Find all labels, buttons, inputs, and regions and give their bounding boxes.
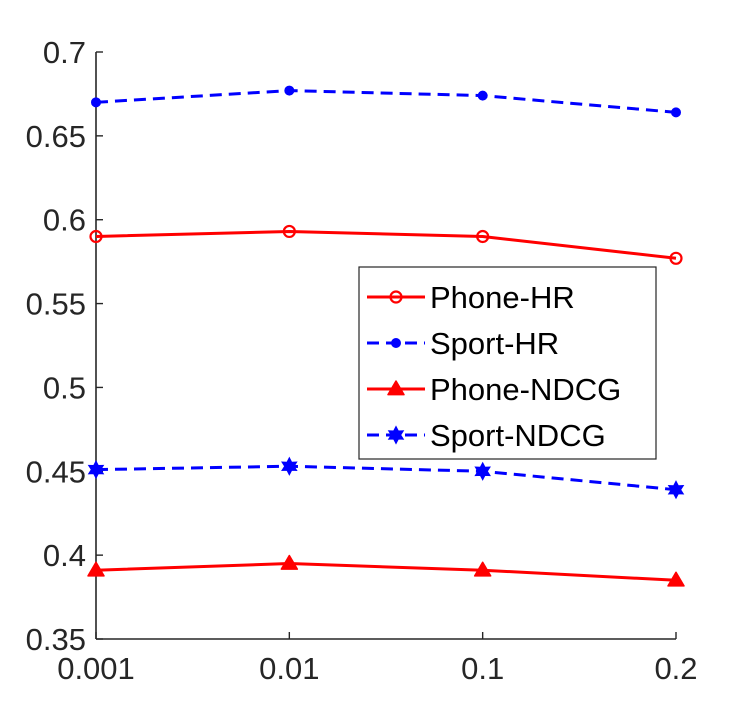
legend-marker-sport-ndcg (387, 425, 405, 445)
legend-label-phone-hr: Phone-HR (430, 280, 575, 315)
legend-entry-phone-hr: Phone-HR (367, 280, 575, 315)
legend-label-sport-hr: Sport-HR (430, 326, 559, 361)
x-tick-label: 0.1 (461, 651, 504, 686)
x-tick-label: 0.2 (654, 651, 697, 686)
series-line-sport-ndcg (95, 464, 677, 492)
series-sport-hr (91, 85, 681, 118)
data-point-sport-ndcg (667, 480, 685, 500)
data-point-phone-ndcg (667, 571, 685, 587)
y-tick-label: 0.55 (26, 287, 86, 322)
y-tick-label: 0.45 (26, 454, 86, 489)
legend-box (358, 266, 657, 460)
y-tick-label: 0.6 (43, 203, 86, 238)
data-point-sport-hr (91, 97, 101, 108)
x-tick-label: 0.01 (259, 651, 319, 686)
series-phone-hr (89, 224, 683, 265)
data-point-phone-hr (669, 251, 683, 265)
data-point-sport-ndcg (281, 456, 298, 476)
data-point-phone-hr (282, 224, 296, 239)
data-point-phone-hr (89, 229, 103, 244)
y-tick-label: 0.65 (26, 119, 86, 154)
legend-marker-phone-ndcg (387, 380, 405, 396)
legend-marker-phone-hr (389, 290, 403, 304)
data-point-phone-hr (476, 229, 490, 244)
legend-entry-sport-ndcg: Sport-NDCG (367, 418, 606, 453)
axes: 0.35 0.4 0.45 0.5 0.55 0.6 0.65 0.7 0.001 0.01 0.1… (26, 35, 698, 686)
series-layer (87, 85, 685, 587)
data-point-sport-hr (284, 85, 295, 96)
x-tick-label: 0.001 (57, 651, 135, 686)
data-point-phone-ndcg (473, 561, 492, 577)
y-tick-label: 0.7 (43, 35, 86, 70)
series-phone-ndcg (87, 554, 685, 587)
y-tick-label: 0.5 (43, 370, 86, 405)
legend-label-phone-ndcg: Phone-NDCG (430, 372, 621, 407)
data-point-sport-hr (671, 107, 681, 118)
legend-entry-sport-hr: Sport-HR (367, 326, 559, 361)
legend-entry-phone-ndcg: Phone-NDCG (367, 372, 621, 407)
data-point-phone-ndcg (87, 561, 105, 577)
legend: Phone-HR Sport-HR Phone-NDCG Sport-NDCG (358, 266, 657, 460)
series-sport-ndcg (87, 456, 685, 500)
series-line-sport-hr (95, 89, 677, 114)
legend-label-sport-ndcg: Sport-NDCG (430, 418, 606, 453)
data-point-sport-hr (477, 90, 488, 101)
data-point-sport-ndcg (474, 461, 491, 481)
data-point-sport-ndcg (87, 460, 105, 480)
series-line-phone-hr (95, 229, 677, 260)
y-tick-label: 0.35 (26, 622, 86, 657)
series-line-phone-ndcg (95, 562, 677, 582)
legend-marker-sport-hr (391, 338, 401, 348)
y-tick-label: 0.4 (43, 538, 86, 573)
data-point-phone-ndcg (280, 554, 299, 570)
